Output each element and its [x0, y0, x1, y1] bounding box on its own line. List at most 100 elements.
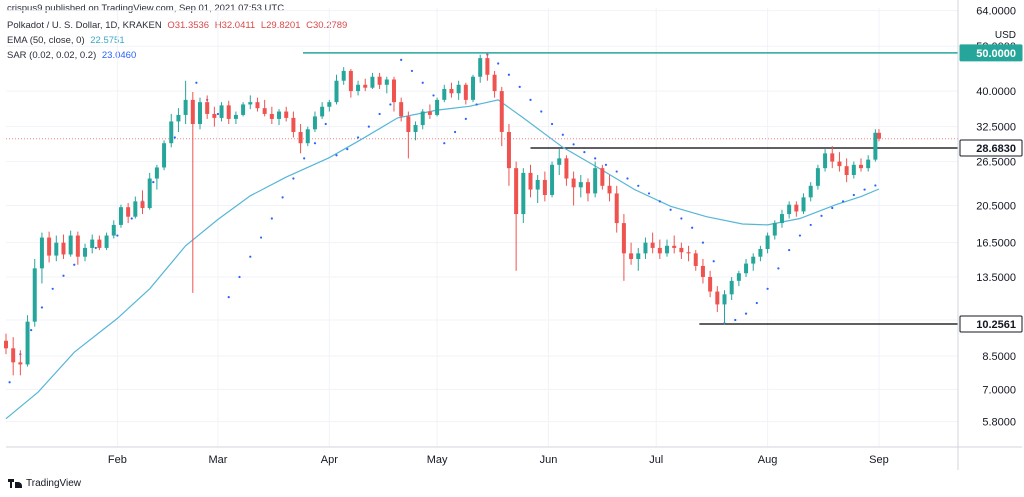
- sar-dot: [529, 98, 532, 101]
- tradingview-logo[interactable]: TradingView: [8, 478, 81, 489]
- sar-dot: [346, 148, 349, 151]
- candle-body: [327, 102, 332, 107]
- sar-dot: [863, 188, 866, 191]
- candle-body: [320, 106, 325, 117]
- sar-dot: [809, 223, 812, 227]
- sar-dot: [798, 234, 802, 237]
- candle-body: [535, 179, 540, 190]
- candle-body: [61, 242, 66, 255]
- sar-dot: [561, 133, 564, 136]
- candle-body: [492, 74, 497, 92]
- candle-body: [370, 76, 375, 88]
- sar-dot: [691, 226, 694, 229]
- symbol-text: Polkadot / U. S. Dollar, 1D, KRAKEN: [7, 20, 162, 31]
- level-lines: [303, 52, 958, 325]
- sar-dot: [238, 275, 241, 279]
- candle-body: [83, 247, 88, 257]
- candle-body: [241, 104, 246, 115]
- candle-body: [47, 237, 52, 256]
- candle-body: [851, 164, 856, 175]
- sar-dot: [367, 125, 370, 128]
- x-tick-label: Feb: [108, 454, 127, 466]
- sar-dot: [852, 193, 855, 197]
- candle-body: [183, 99, 188, 115]
- candle-body: [406, 116, 411, 132]
- sar-label: SAR (0.02, 0.02, 0.2): [7, 50, 97, 61]
- candle-body: [169, 121, 174, 144]
- candle-body: [190, 99, 195, 125]
- candle-body: [693, 253, 698, 266]
- y-tick-label: 7.0000: [982, 384, 1016, 396]
- sar-dot: [594, 157, 597, 160]
- ohlc-high: H32.0411: [214, 20, 256, 31]
- candle-body: [700, 265, 705, 278]
- candle-body: [413, 125, 418, 132]
- candles: [4, 53, 881, 376]
- candle-body: [162, 143, 167, 168]
- candle-body: [672, 245, 677, 248]
- candle-body: [859, 164, 864, 169]
- ohlc-close: C30.2789: [306, 20, 348, 31]
- sar-dot: [497, 62, 500, 65]
- y-tick-label: 40.0000: [976, 86, 1016, 98]
- price-labels: 50.0000 28.6830 10.2561: [959, 44, 1023, 333]
- sar-dots: [8, 53, 877, 384]
- level-price-box: [959, 139, 1023, 157]
- sar-dot: [831, 206, 834, 210]
- candle-body: [262, 108, 267, 114]
- chart-grid: [6, 8, 958, 447]
- candle-body: [657, 247, 662, 254]
- candle-body: [550, 164, 555, 195]
- sar-dot: [841, 200, 845, 203]
- sar-dot: [421, 81, 424, 84]
- candle-body: [348, 70, 353, 92]
- candle-body: [808, 185, 813, 198]
- sar-dot: [744, 312, 748, 315]
- y-tick-label: 13.5000: [976, 272, 1016, 284]
- sar-legend[interactable]: SAR (0.02, 0.02, 0.2) 23.0460: [7, 50, 139, 61]
- candle-body: [607, 185, 612, 194]
- candle-body: [499, 91, 504, 132]
- sar-dot: [356, 136, 360, 139]
- candle-body: [312, 116, 317, 130]
- candle-body: [571, 178, 576, 188]
- candle-body: [32, 268, 37, 322]
- candle-body: [686, 252, 691, 254]
- ohlc-open: O31.3536: [167, 20, 210, 31]
- candle-body: [197, 102, 202, 125]
- candle-body: [794, 204, 799, 212]
- candle-body: [715, 291, 720, 305]
- candle-body: [291, 117, 296, 132]
- candle-body: [90, 239, 95, 248]
- candle-body: [779, 214, 784, 224]
- sar-dot: [8, 381, 11, 384]
- candle-body: [277, 111, 282, 119]
- sar-dot: [259, 236, 263, 239]
- sar-dot: [550, 122, 554, 126]
- y-tick-label: 16.5000: [976, 238, 1016, 250]
- candle-body: [506, 131, 511, 169]
- sar-dot: [313, 142, 317, 145]
- sar-dot: [281, 196, 284, 199]
- sar-dot: [507, 73, 511, 76]
- candle-body: [384, 79, 389, 85]
- candle-body: [643, 242, 648, 254]
- sar-dot: [227, 296, 230, 299]
- sar-dot: [443, 142, 446, 145]
- ema-legend[interactable]: EMA (50, close, 0) 22.5751: [7, 35, 128, 46]
- level-price-label: 10.2561: [976, 319, 1016, 331]
- x-tick-label: May: [427, 454, 448, 466]
- sar-dot: [335, 154, 338, 157]
- tradingview-brand: TradingView: [26, 478, 82, 489]
- sar-dot: [432, 94, 435, 97]
- sar-dot: [777, 267, 780, 270]
- candle-body: [233, 114, 238, 119]
- candle-body: [147, 178, 152, 209]
- candle-body: [621, 223, 626, 254]
- level-price-label: 50.0000: [976, 48, 1016, 60]
- sar-dot: [669, 208, 672, 211]
- candle-body: [176, 114, 181, 122]
- x-tick-label: Mar: [208, 454, 227, 466]
- y-tick-label: 26.5000: [976, 157, 1016, 169]
